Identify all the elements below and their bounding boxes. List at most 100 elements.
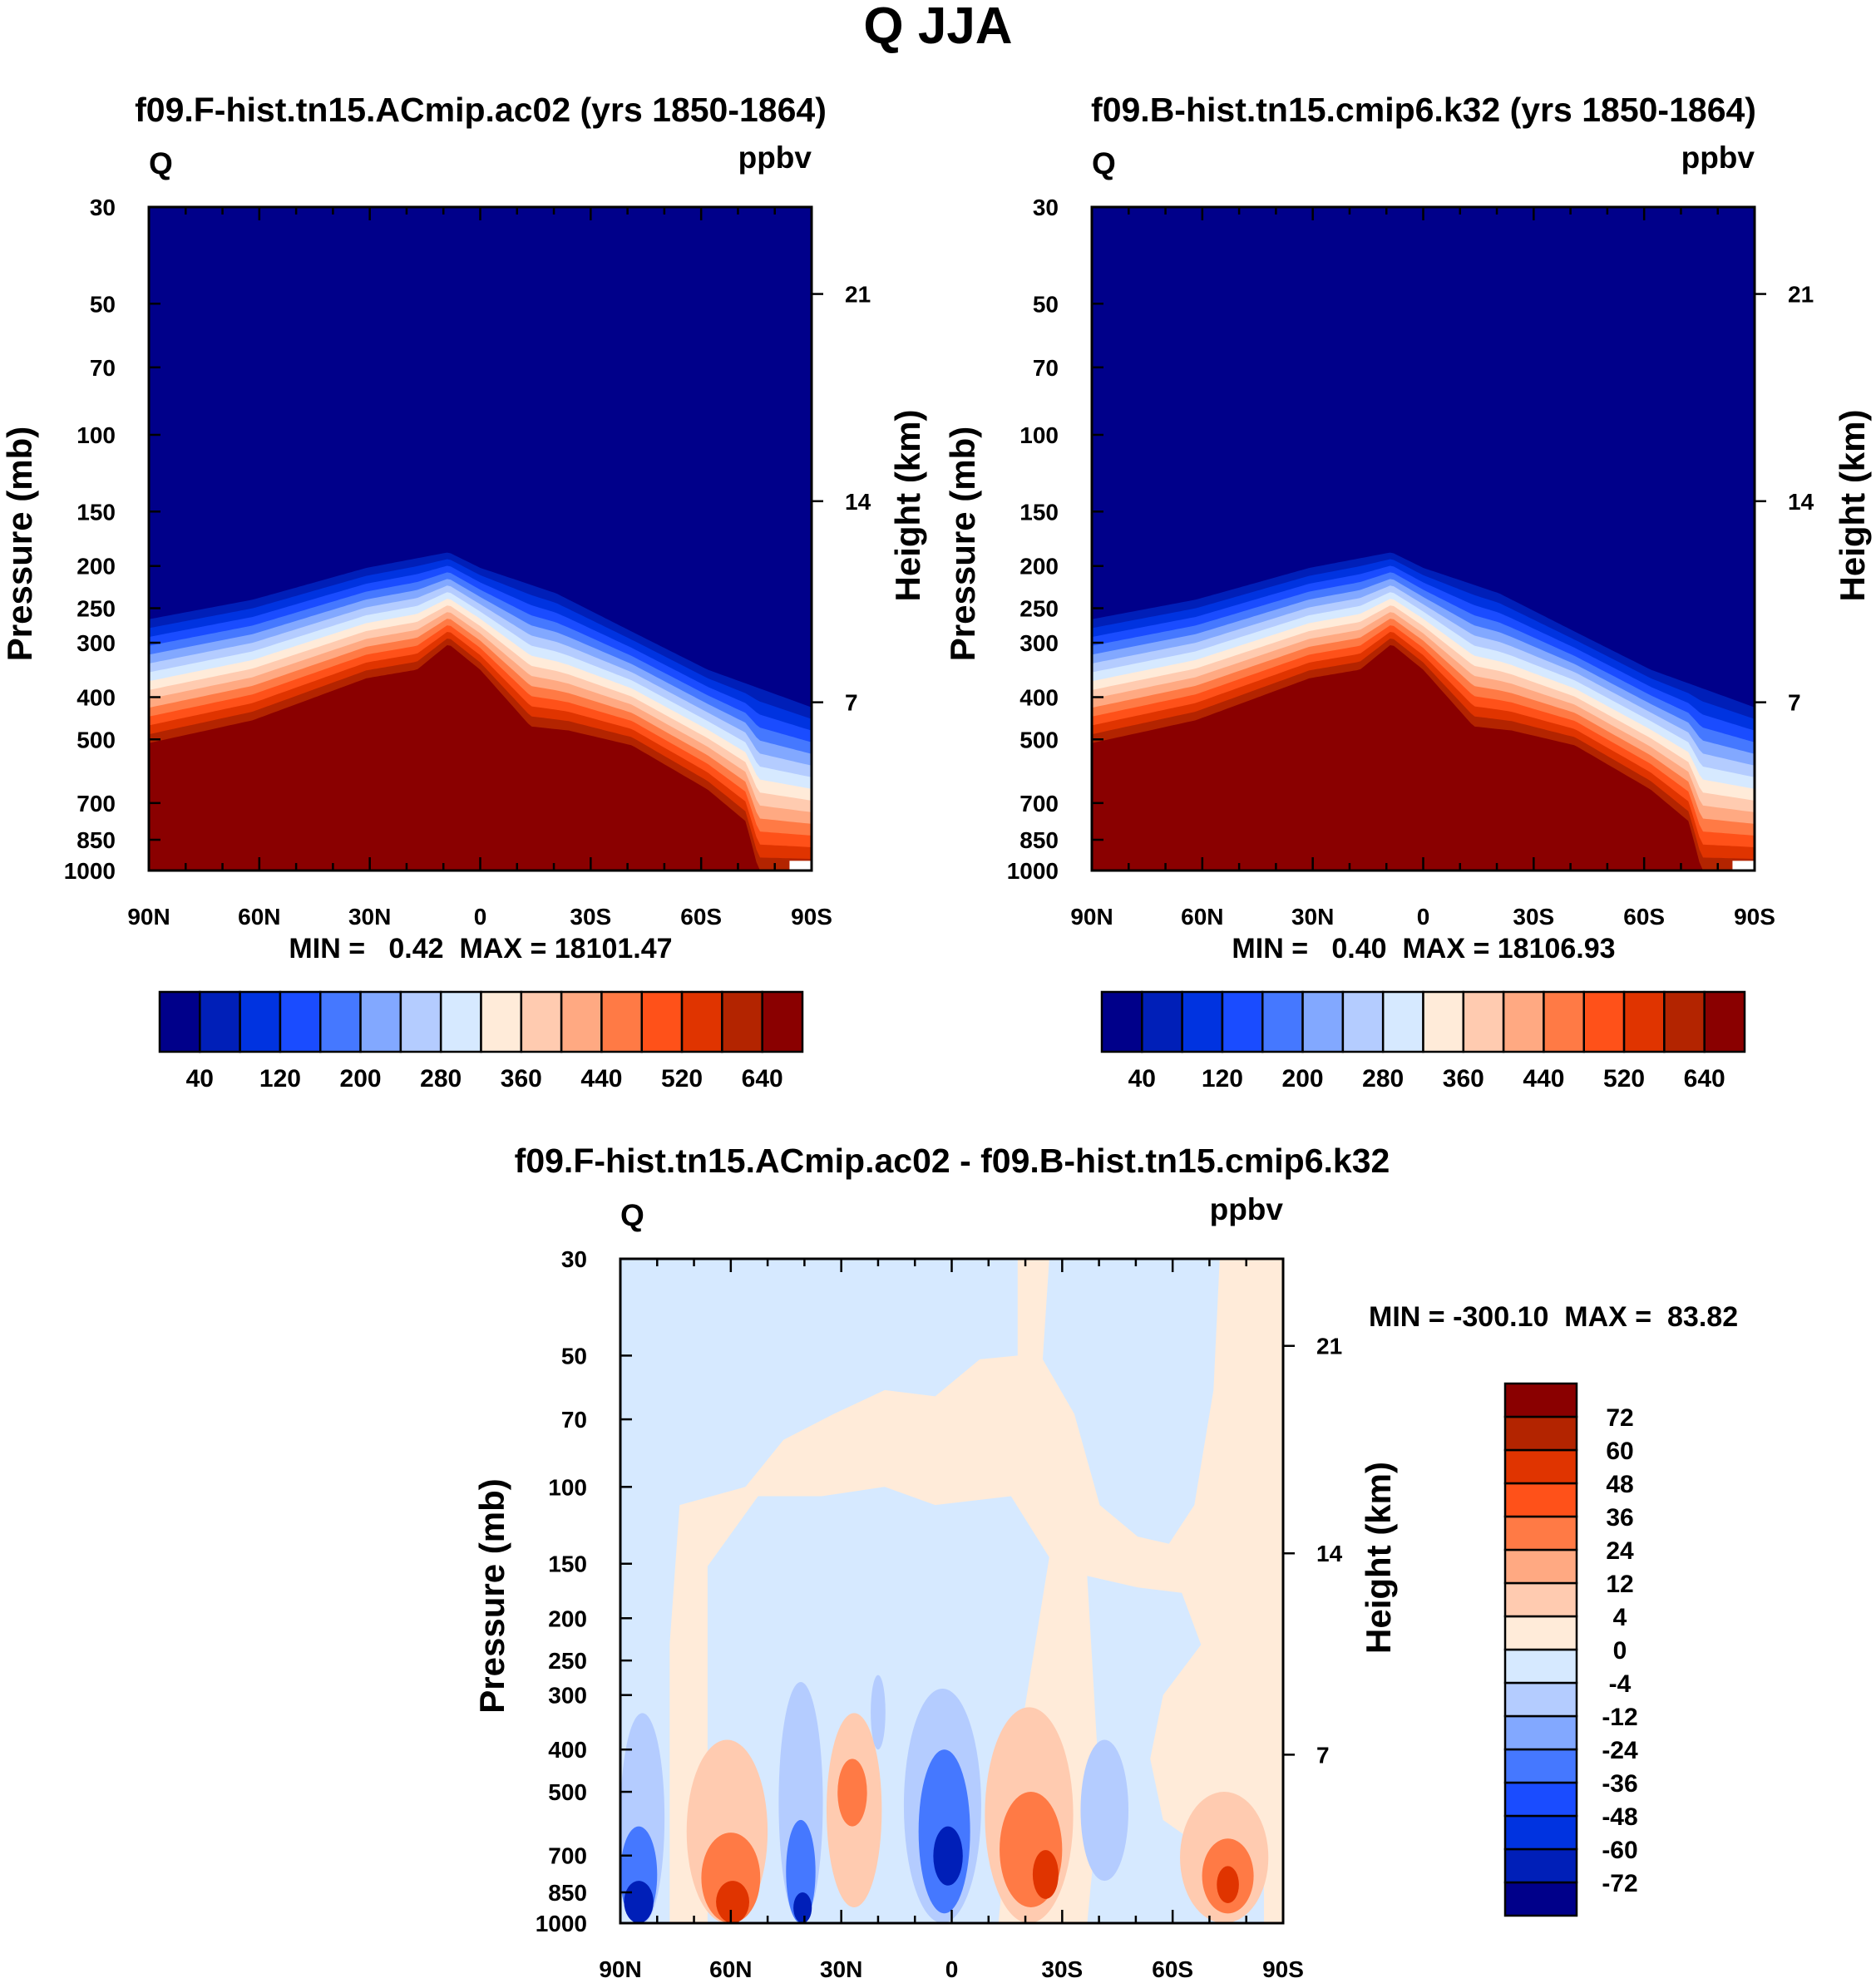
colorbar-box-13 bbox=[1622, 990, 1666, 1053]
y2-tick-label: 21 bbox=[1316, 1334, 1342, 1359]
colorbar-box-4 bbox=[1261, 990, 1304, 1053]
colorbar-box-12 bbox=[640, 990, 684, 1053]
y-tick-label: 1000 bbox=[64, 858, 116, 884]
y-tick-label: 70 bbox=[90, 355, 116, 381]
y-tick-label: 50 bbox=[1033, 291, 1059, 317]
colorbar-box-0 bbox=[1100, 990, 1143, 1053]
contour-cell-5 bbox=[716, 1881, 749, 1923]
colorbar-box-9 bbox=[520, 990, 563, 1053]
x-tick-label: 60N bbox=[238, 904, 280, 930]
y-tick-label: 850 bbox=[1019, 827, 1059, 853]
colorbar: 40 120 200 280 360 440 520 640 bbox=[158, 990, 804, 1093]
y-tick-label: 200 bbox=[548, 1606, 587, 1631]
colorbar-box-12 bbox=[1503, 1482, 1578, 1518]
x-tick-label: 30S bbox=[1041, 1956, 1083, 1982]
x-tick-label: 30N bbox=[1291, 904, 1334, 930]
colorbar-box-11 bbox=[1543, 990, 1585, 1053]
colorbar-label: 72 bbox=[1606, 1404, 1633, 1432]
x-tick-label: 90N bbox=[599, 1956, 641, 1982]
x-tick-label: 90S bbox=[791, 904, 832, 930]
x-tick-label: 60N bbox=[709, 1956, 752, 1982]
contour-field bbox=[1092, 207, 1755, 871]
colorbar-box-2 bbox=[1181, 990, 1224, 1053]
colorbar-box-10 bbox=[560, 990, 603, 1053]
colorbar-box-11 bbox=[1503, 1515, 1578, 1551]
colorbar-label: 48 bbox=[1606, 1471, 1633, 1498]
colorbar-box-14 bbox=[1503, 1415, 1578, 1452]
colorbar-label: 200 bbox=[1282, 1065, 1324, 1093]
missing-data-area bbox=[789, 861, 812, 871]
colorbar-label: 280 bbox=[1362, 1065, 1404, 1093]
colorbar-label: 640 bbox=[742, 1065, 783, 1093]
y-tick-label: 100 bbox=[77, 422, 116, 448]
y2-tick-label: 14 bbox=[1788, 489, 1814, 515]
colorbar-label: -12 bbox=[1602, 1704, 1637, 1731]
x-tick-label: 60S bbox=[1152, 1956, 1193, 1982]
variable-label: Q bbox=[1092, 146, 1116, 180]
units-label: ppbv bbox=[1681, 141, 1755, 175]
colorbar-box-5 bbox=[1503, 1714, 1578, 1751]
colorbar-box-1 bbox=[1503, 1847, 1578, 1884]
x-tick-label: 60N bbox=[1181, 904, 1223, 930]
x-tick-label: 90N bbox=[1070, 904, 1113, 930]
colorbar-box-8 bbox=[1422, 990, 1465, 1053]
x-tick-label: 90S bbox=[1262, 1956, 1304, 1982]
min-max-label: MIN = 0.40 MAX = 18106.93 bbox=[1232, 933, 1615, 964]
colorbar-box-1 bbox=[1141, 990, 1183, 1053]
y2-tick-label: 14 bbox=[1316, 1541, 1343, 1566]
colorbar-box-5 bbox=[359, 990, 402, 1053]
colorbar-box-4 bbox=[319, 990, 362, 1053]
y-tick-label: 400 bbox=[1019, 684, 1059, 710]
x-tick-label: 90S bbox=[1734, 904, 1775, 930]
contour-field bbox=[620, 1259, 1283, 1923]
panel-title: f09.F-hist.tn15.ACmip.ac02 (yrs 1850-186… bbox=[135, 91, 827, 129]
y-tick-label: 1000 bbox=[1007, 858, 1059, 884]
contour-cell-8 bbox=[793, 1892, 812, 1923]
colorbar-box-6 bbox=[1503, 1681, 1578, 1718]
colorbar-box-0 bbox=[1503, 1881, 1578, 1917]
colorbar-label: 120 bbox=[259, 1065, 301, 1093]
colorbar-box-14 bbox=[1663, 990, 1706, 1053]
units-label: ppbv bbox=[738, 141, 812, 175]
colorbar-box-15 bbox=[1703, 990, 1746, 1053]
colorbar-box-7 bbox=[1381, 990, 1424, 1053]
variable-label: Q bbox=[620, 1198, 644, 1232]
colorbar-label: 4 bbox=[1613, 1604, 1627, 1631]
missing-data-area bbox=[1732, 861, 1755, 871]
min-max-label: MIN = -300.10 MAX = 83.82 bbox=[1369, 1301, 1738, 1333]
contour-cell-17 bbox=[1032, 1850, 1059, 1899]
y-tick-label: 500 bbox=[548, 1779, 587, 1805]
colorbar: 40 120 200 280 360 440 520 640 bbox=[1100, 990, 1746, 1093]
y-axis-label: Pressure (mb) bbox=[0, 427, 39, 661]
colorbar-box-2 bbox=[1503, 1814, 1578, 1851]
y-tick-label: 200 bbox=[1019, 554, 1059, 580]
colorbar-box-3 bbox=[1503, 1781, 1578, 1818]
colorbar-label: 36 bbox=[1606, 1504, 1633, 1532]
colorbar-box-13 bbox=[680, 990, 723, 1053]
colorbar-label: 24 bbox=[1606, 1537, 1634, 1565]
colorbar-label: 60 bbox=[1606, 1438, 1633, 1465]
x-tick-label: 90N bbox=[127, 904, 170, 930]
colorbar-label: 120 bbox=[1202, 1065, 1243, 1093]
colorbar-box-11 bbox=[600, 990, 643, 1053]
units-label: ppbv bbox=[1210, 1192, 1284, 1226]
colorbar-label: 0 bbox=[1613, 1637, 1627, 1665]
y-tick-label: 300 bbox=[77, 630, 116, 656]
y-tick-label: 700 bbox=[548, 1843, 587, 1869]
colorbar-box-15 bbox=[761, 990, 804, 1053]
y-tick-label: 250 bbox=[1019, 596, 1059, 622]
panel-title: f09.B-hist.tn15.cmip6.k32 (yrs 1850-1864… bbox=[1091, 91, 1756, 129]
contour-cell-21 bbox=[1217, 1866, 1239, 1903]
contour-cell-2 bbox=[624, 1881, 654, 1923]
y-tick-label: 100 bbox=[1019, 422, 1059, 448]
y-tick-label: 150 bbox=[77, 499, 116, 525]
y-tick-label: 500 bbox=[1019, 727, 1059, 752]
colorbar-label: -4 bbox=[1609, 1670, 1632, 1698]
y-tick-label: 250 bbox=[548, 1648, 587, 1674]
colorbar-label: -60 bbox=[1602, 1837, 1637, 1864]
contour-band-15 bbox=[149, 645, 812, 871]
contour-cell-18 bbox=[1080, 1739, 1129, 1882]
y-tick-label: 700 bbox=[1019, 791, 1059, 816]
colorbar-box-4 bbox=[1503, 1748, 1578, 1784]
